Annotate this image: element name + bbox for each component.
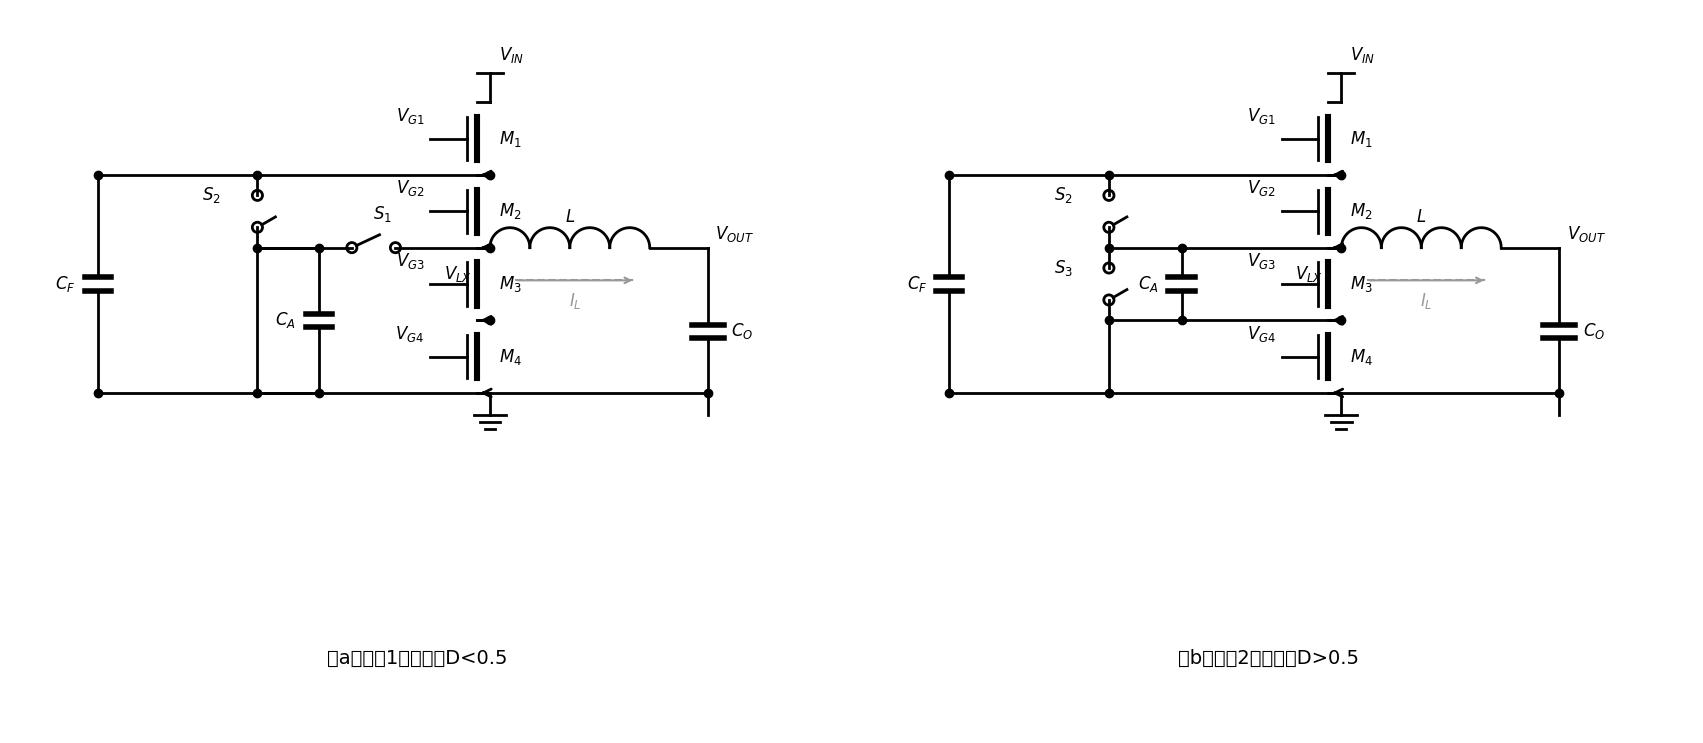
Text: $V_{LX}$: $V_{LX}$: [1296, 264, 1323, 284]
Text: $M_4$: $M_4$: [1350, 347, 1373, 366]
Text: $C_O$: $C_O$: [731, 321, 753, 341]
Text: $V_{G1}$: $V_{G1}$: [1247, 106, 1276, 126]
Text: $L$: $L$: [1417, 208, 1427, 226]
Text: $M_1$: $M_1$: [1350, 129, 1373, 149]
Text: $V_{G2}$: $V_{G2}$: [395, 178, 424, 198]
Text: $V_{OUT}$: $V_{OUT}$: [1567, 224, 1606, 244]
Text: $L$: $L$: [565, 208, 576, 226]
Text: $V_{G3}$: $V_{G3}$: [1247, 251, 1276, 271]
Text: $V_{G4}$: $V_{G4}$: [1247, 323, 1276, 343]
Text: $V_{G3}$: $V_{G3}$: [395, 251, 424, 271]
Text: $V_{LX}$: $V_{LX}$: [444, 264, 472, 284]
Text: $M_1$: $M_1$: [499, 129, 521, 149]
Text: $C_A$: $C_A$: [276, 311, 296, 331]
Text: $V_{IN}$: $V_{IN}$: [1350, 45, 1376, 65]
Text: $M_3$: $M_3$: [499, 274, 521, 294]
Text: $V_{IN}$: $V_{IN}$: [499, 45, 525, 65]
Text: $C_F$: $C_F$: [908, 274, 928, 294]
Text: $V_{OUT}$: $V_{OUT}$: [715, 224, 754, 244]
Text: $M_4$: $M_4$: [499, 347, 521, 366]
Text: $M_2$: $M_2$: [499, 201, 521, 221]
Text: $S_3$: $S_3$: [1054, 258, 1073, 278]
Text: $V_{G1}$: $V_{G1}$: [395, 106, 424, 126]
Text: $C_F$: $C_F$: [56, 274, 77, 294]
Text: $V_{G2}$: $V_{G2}$: [1247, 178, 1276, 198]
Text: （b）模式2：占空比D>0.5: （b）模式2：占空比D>0.5: [1178, 649, 1359, 668]
Text: $M_2$: $M_2$: [1350, 201, 1373, 221]
Text: $C_A$: $C_A$: [1138, 274, 1158, 294]
Text: $C_O$: $C_O$: [1582, 321, 1604, 341]
Text: （a）模式1：占空比D<0.5: （a）模式1：占空比D<0.5: [327, 649, 507, 668]
Text: $I_L$: $I_L$: [1420, 291, 1434, 311]
Text: $S_1$: $S_1$: [373, 204, 392, 224]
Text: $S_2$: $S_2$: [203, 185, 221, 205]
Text: $V_{G4}$: $V_{G4}$: [395, 323, 424, 343]
Text: $I_L$: $I_L$: [569, 291, 582, 311]
Text: $S_2$: $S_2$: [1054, 185, 1073, 205]
Text: $M_3$: $M_3$: [1350, 274, 1373, 294]
